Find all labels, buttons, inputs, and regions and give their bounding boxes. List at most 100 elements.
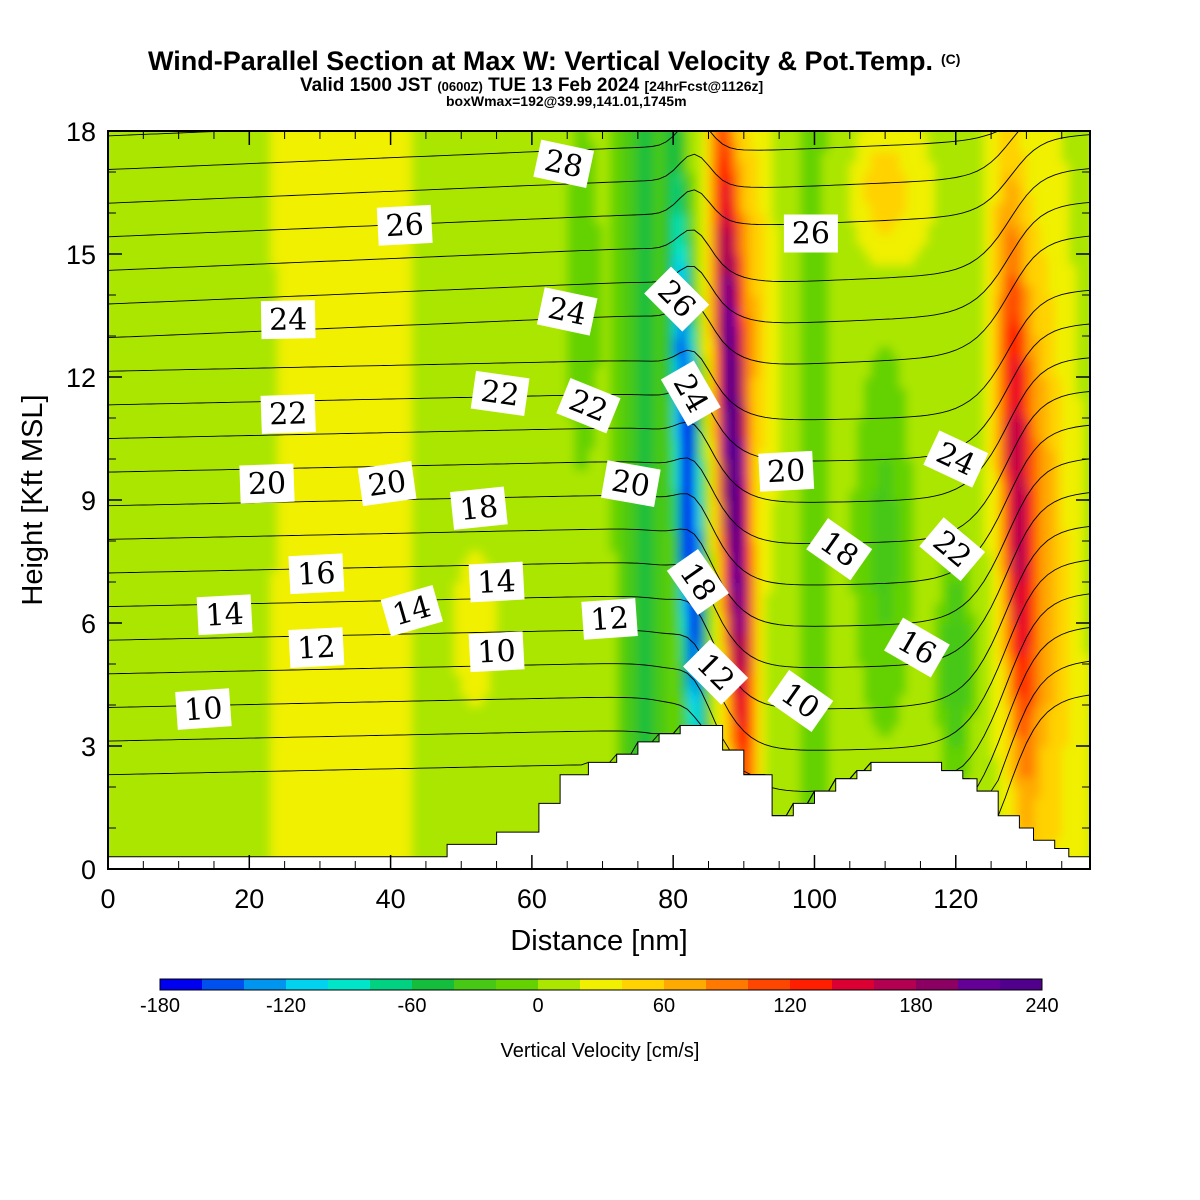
velocity-cell — [185, 366, 194, 378]
velocity-cell — [263, 746, 272, 758]
velocity-cell — [425, 366, 434, 378]
velocity-cell — [503, 151, 512, 163]
velocity-cell — [411, 633, 420, 645]
velocity-cell — [242, 274, 251, 286]
velocity-cell — [404, 131, 413, 143]
velocity-cell — [249, 233, 258, 245]
velocity-cell — [418, 500, 427, 512]
velocity-cell — [129, 746, 138, 758]
velocity-cell — [214, 551, 222, 563]
velocity-cell — [206, 202, 215, 214]
velocity-cell — [199, 141, 208, 153]
velocity-cell — [489, 694, 498, 706]
velocity-cell — [129, 510, 138, 522]
velocity-cell — [581, 664, 590, 676]
velocity-cell — [517, 223, 526, 235]
velocity-cell — [157, 438, 166, 450]
velocity-cell — [192, 735, 201, 747]
velocity-cell — [334, 182, 342, 194]
velocity-cell — [482, 325, 491, 337]
velocity-cell — [143, 295, 152, 307]
velocity-cell — [538, 582, 547, 594]
velocity-cell — [383, 684, 392, 696]
velocity-cell — [517, 705, 526, 717]
velocity-cell — [369, 172, 378, 184]
velocity-cell — [362, 510, 371, 522]
velocity-cell — [454, 407, 463, 419]
velocity-cell — [524, 510, 533, 522]
velocity-cell — [143, 377, 152, 389]
velocity-cell — [489, 828, 498, 840]
velocity-cell — [150, 397, 159, 409]
velocity-cell — [496, 202, 505, 214]
velocity-cell — [482, 479, 491, 491]
velocity-cell — [327, 735, 335, 747]
velocity-cell — [411, 561, 420, 573]
velocity-cell — [538, 643, 547, 655]
velocity-cell — [312, 541, 321, 553]
velocity-cell — [185, 664, 194, 676]
velocity-cell — [383, 284, 392, 296]
velocity-cell — [263, 582, 272, 594]
velocity-cell — [305, 787, 314, 799]
velocity-cell — [108, 612, 116, 624]
velocity-cell — [108, 356, 116, 368]
velocity-cell — [418, 141, 427, 153]
velocity-cell — [369, 325, 378, 337]
velocity-cell — [461, 643, 470, 655]
velocity-cell — [129, 284, 138, 296]
velocity-cell — [256, 243, 265, 255]
velocity-cell — [185, 582, 194, 594]
velocity-cell — [461, 602, 470, 614]
velocity-cell — [567, 223, 576, 235]
velocity-cell — [270, 766, 279, 778]
velocity-cell — [270, 735, 279, 747]
velocity-cell — [192, 366, 201, 378]
velocity-cell — [312, 469, 321, 481]
velocity-cell — [150, 377, 159, 389]
velocity-cell — [553, 582, 561, 594]
velocity-cell — [524, 735, 533, 747]
velocity-cell — [129, 838, 138, 850]
velocity-cell — [482, 213, 491, 225]
velocity-cell — [454, 735, 463, 747]
velocity-cell — [475, 530, 484, 542]
velocity-cell — [517, 295, 526, 307]
velocity-cell — [496, 735, 505, 747]
velocity-cell — [235, 141, 244, 153]
velocity-cell — [298, 674, 307, 686]
velocity-cell — [108, 346, 116, 358]
velocity-cell — [581, 735, 590, 747]
velocity-cell — [447, 735, 455, 747]
velocity-cell — [150, 838, 159, 850]
velocity-cell — [277, 336, 286, 348]
velocity-cell — [538, 202, 547, 214]
velocity-cell — [312, 407, 321, 419]
velocity-cell — [129, 705, 138, 717]
velocity-cell — [143, 705, 152, 717]
velocity-cell — [503, 325, 512, 337]
velocity-cell — [235, 469, 244, 481]
velocity-cell — [256, 653, 265, 665]
velocity-cell — [150, 274, 159, 286]
velocity-cell — [433, 356, 441, 368]
velocity-cell — [178, 243, 187, 255]
velocity-cell — [341, 848, 349, 860]
velocity-cell — [115, 797, 123, 809]
velocity-cell — [348, 787, 357, 799]
velocity-cell — [164, 766, 173, 778]
velocity-cell — [143, 192, 152, 204]
velocity-cell — [206, 725, 215, 737]
velocity-cell — [235, 315, 244, 327]
velocity-cell — [341, 684, 349, 696]
velocity-cell — [242, 151, 251, 163]
velocity-cell — [433, 438, 441, 450]
velocity-cell — [440, 500, 448, 512]
velocity-cell — [284, 141, 293, 153]
velocity-cell — [221, 571, 229, 583]
velocity-cell — [531, 756, 540, 768]
velocity-cell — [369, 274, 378, 286]
velocity-cell — [327, 848, 335, 860]
velocity-cell — [150, 387, 159, 399]
velocity-cell — [404, 838, 413, 850]
